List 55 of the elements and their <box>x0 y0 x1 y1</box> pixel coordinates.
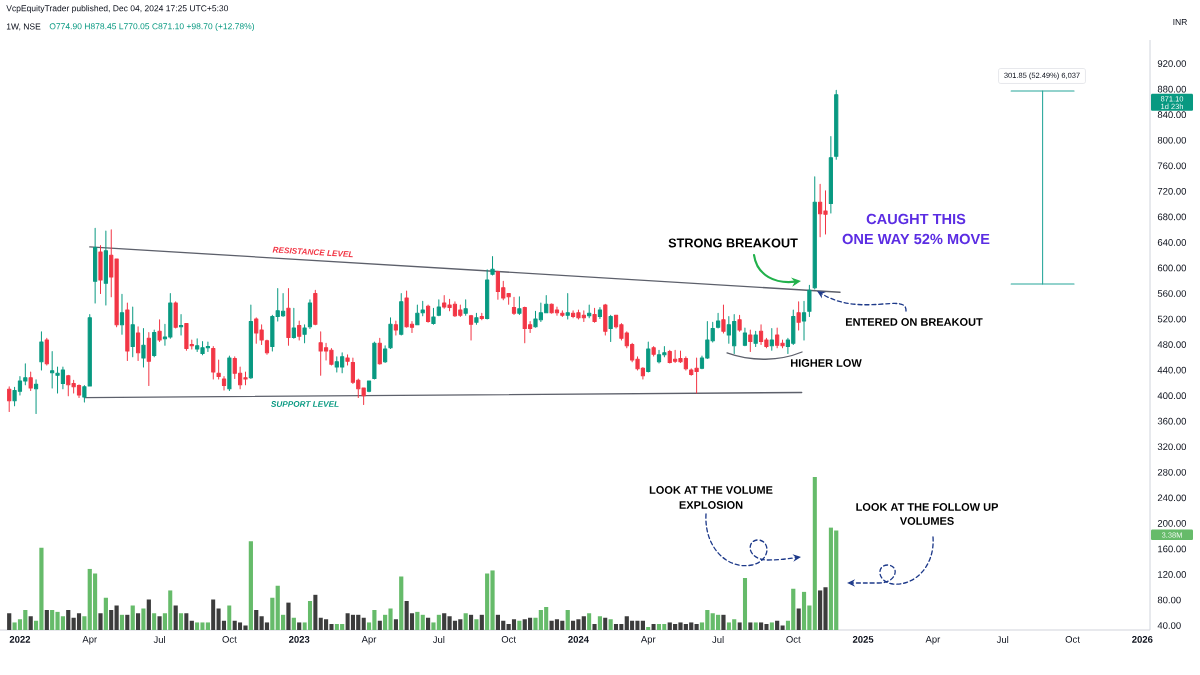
y-tick-label: 320.00 <box>1157 443 1187 451</box>
text: VcpEquityTrader published, Dec 04, 2024 17:25 UTC+5:30 <box>6 5 229 13</box>
x-tick-label: Oct <box>501 636 516 643</box>
y-tick-label: 360.00 <box>1157 417 1187 425</box>
chart-subtitle: O774.90 H878.45 L770.05 C871.10 +98.70 (+12.78%) <box>49 23 255 31</box>
y-tick-label: 640.00 <box>1157 239 1187 246</box>
annotation: STRONG BREAKOUT <box>668 238 798 248</box>
y-tick-label: 120.00 <box>1158 571 1187 578</box>
x-tick-label: 2022 <box>9 636 31 643</box>
y-tick-label: 240.00 <box>1157 494 1187 502</box>
y-tick-label: 800.00 <box>1157 136 1187 144</box>
y-tick-label: 160.00 <box>1158 545 1187 553</box>
annotation: EXPLOSION <box>679 501 743 509</box>
y-tick-label: 400.00 <box>1157 392 1187 400</box>
x-tick-label: Jul <box>996 636 1009 644</box>
y-tick-label: 200.00 <box>1157 520 1187 527</box>
x-tick-label: Oct <box>1065 636 1080 643</box>
y-tick-label: 440.00 <box>1157 366 1187 374</box>
annotation: HIGHER LOW <box>790 359 862 367</box>
y-tick-label: 600.00 <box>1157 264 1187 272</box>
annotation: LOOK AT THE FOLLOW UP <box>856 503 999 511</box>
text: INR <box>1173 19 1187 25</box>
y-tick-label: 760.00 <box>1157 162 1187 170</box>
x-tick-label: Jul <box>432 636 445 644</box>
x-tick-label: Apr <box>361 636 377 645</box>
y-tick-label: 840.00 <box>1157 111 1187 119</box>
y-tick-label: 880.00 <box>1157 85 1187 93</box>
y-tick-label: 480.00 <box>1157 341 1187 348</box>
x-tick-label: 2023 <box>288 636 310 643</box>
x-tick-label: 2024 <box>568 636 589 643</box>
y-tick-label: 40.00 <box>1157 622 1181 629</box>
annotation: CAUGHT THIS <box>866 213 966 225</box>
y-tick-label: 280.00 <box>1157 468 1187 476</box>
x-tick-label: 2026 <box>1132 636 1153 643</box>
y-tick-label: 920.00 <box>1157 60 1187 67</box>
annotation: ENTERED ON BREAKOUT <box>845 318 983 326</box>
x-tick-label: Apr <box>82 636 97 645</box>
y-tick-label: 720.00 <box>1157 187 1187 195</box>
y-tick-label: 520.00 <box>1157 315 1187 323</box>
annotation: SUPPORT LEVEL <box>271 401 339 407</box>
y-tick-label: 80.00 <box>1157 596 1181 604</box>
annotation: RESISTANCE LEVEL <box>272 246 353 258</box>
chart-title: 1W, NSE <box>6 23 41 31</box>
y-tick-label: 560.00 <box>1157 290 1187 297</box>
annotation: VOLUMES <box>899 517 954 525</box>
x-tick-label: Oct <box>222 636 237 643</box>
x-tick-label: Jul <box>712 636 724 644</box>
annotation: ONE WAY 52% MOVE <box>842 233 990 245</box>
x-tick-label: Jul <box>153 636 165 644</box>
annotation: LOOK AT THE VOLUME <box>649 486 773 494</box>
y-tick-label: 680.00 <box>1157 213 1187 221</box>
x-tick-label: Apr <box>640 636 656 645</box>
x-tick-label: 2025 <box>852 636 874 643</box>
x-tick-label: Apr <box>925 636 941 645</box>
x-tick-label: Oct <box>786 636 801 643</box>
